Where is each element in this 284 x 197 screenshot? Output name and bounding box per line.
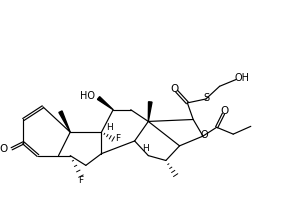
Text: F: F bbox=[116, 134, 121, 143]
Text: O: O bbox=[220, 106, 229, 116]
Text: S: S bbox=[204, 93, 210, 103]
Text: HO: HO bbox=[80, 91, 95, 101]
Text: F: F bbox=[78, 176, 83, 185]
Polygon shape bbox=[97, 97, 113, 110]
Text: O: O bbox=[200, 130, 208, 140]
Text: H: H bbox=[142, 144, 149, 153]
Text: H: H bbox=[106, 123, 113, 132]
Polygon shape bbox=[59, 111, 70, 132]
Text: O: O bbox=[171, 84, 179, 94]
Text: O: O bbox=[0, 144, 8, 154]
Polygon shape bbox=[148, 102, 152, 121]
Text: OH: OH bbox=[235, 73, 250, 84]
